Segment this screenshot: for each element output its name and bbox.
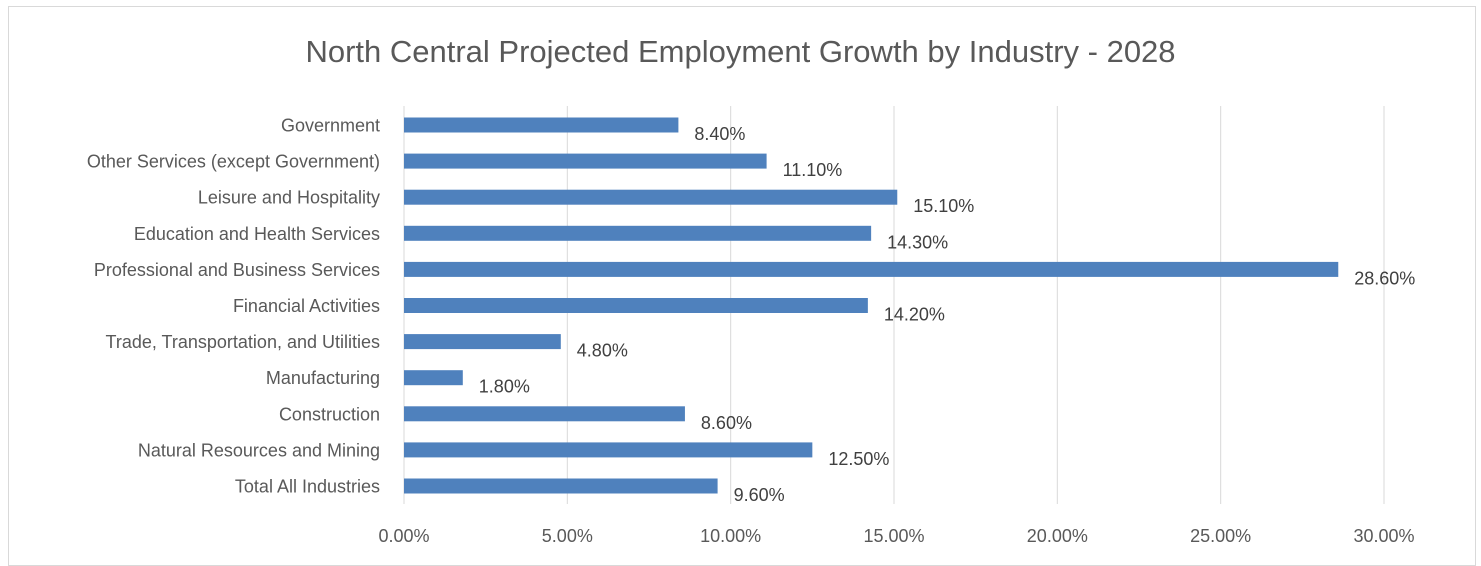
bar <box>404 117 679 133</box>
data-label: 8.40% <box>694 124 745 144</box>
bar <box>404 298 868 313</box>
bar <box>404 406 685 422</box>
chart-frame <box>8 6 1476 566</box>
bar <box>404 261 1339 277</box>
data-label: 8.60% <box>701 413 752 433</box>
bar <box>404 153 767 169</box>
x-tick-label: 30.00% <box>1353 526 1414 546</box>
data-label: 14.20% <box>884 305 945 325</box>
category-label: Financial Activities <box>233 296 380 316</box>
data-label: 1.80% <box>479 377 530 397</box>
category-label: Education and Health Services <box>134 224 380 244</box>
data-label: 11.10% <box>783 160 843 180</box>
bar <box>404 189 898 205</box>
category-label: Other Services (except Government) <box>87 152 380 172</box>
x-tick-label: 5.00% <box>542 526 593 546</box>
data-label: 4.80% <box>577 341 628 361</box>
bar <box>404 370 463 386</box>
data-label: 9.60% <box>734 485 785 505</box>
bar <box>404 478 718 494</box>
category-label: Leisure and Hospitality <box>198 188 380 208</box>
category-label: Construction <box>279 404 380 424</box>
category-label: Professional and Business Services <box>94 260 380 280</box>
bar <box>404 334 561 350</box>
data-label: 28.60% <box>1354 268 1415 288</box>
category-label: Total All Industries <box>235 477 380 497</box>
bar <box>404 442 813 458</box>
x-tick-label: 20.00% <box>1027 526 1088 546</box>
data-label: 15.10% <box>913 196 974 216</box>
x-tick-label: 25.00% <box>1190 526 1251 546</box>
category-label: Manufacturing <box>266 368 380 388</box>
data-label: 14.30% <box>887 232 948 252</box>
bar <box>404 225 872 241</box>
category-label: Government <box>281 116 380 136</box>
category-label: Natural Resources and Mining <box>138 440 380 460</box>
category-label: Trade, Transportation, and Utilities <box>106 332 380 352</box>
x-tick-label: 15.00% <box>863 526 924 546</box>
data-label: 12.50% <box>828 449 889 469</box>
x-tick-label: 0.00% <box>378 526 429 546</box>
chart-title: North Central Projected Employment Growt… <box>305 34 1176 69</box>
x-tick-label: 10.00% <box>700 526 761 546</box>
